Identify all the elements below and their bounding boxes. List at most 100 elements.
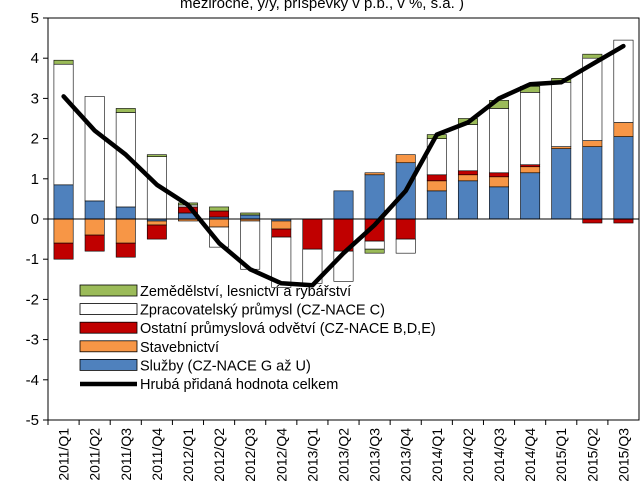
y-tick-label: -4: [26, 372, 39, 389]
bar-zpracovatelsk-13: [457, 124, 478, 172]
x-tick-label: 2015/Q1: [553, 428, 569, 482]
x-tick-label: 2015/Q3: [615, 428, 631, 482]
x-tick-label: 2014/Q1: [429, 428, 445, 482]
bar-sluby-0: [53, 184, 74, 220]
bar-ostatn-3: [146, 224, 167, 240]
bar-stavebnictv-7: [271, 220, 292, 230]
bar-stavebnictv-14: [489, 176, 509, 188]
bar-ostatn-2: [115, 242, 136, 258]
bar-stavebnictv-11: [395, 154, 416, 164]
x-tick-label: 2011/Q2: [87, 428, 103, 481]
bar-zemdlstv-5: [209, 206, 230, 212]
total-line-group: [61, 43, 626, 288]
bar-sluby-1: [84, 200, 105, 220]
legend-swatch-3: [79, 340, 138, 353]
bar-zpracovatelsk-11: [395, 238, 416, 254]
legend-label-4: Služby (CZ-NACE G až U): [140, 358, 311, 374]
bar-stavebnictv-2: [115, 218, 136, 244]
y-tick-label: 0: [31, 211, 39, 228]
legend-swatch-1: [79, 303, 138, 316]
x-tick-label: 2014/Q2: [460, 428, 476, 482]
y-axis: 5 4 3 2 1 0 -1 -2 -3 -4 -5: [26, 10, 48, 429]
legend-swatch-0: [79, 284, 138, 297]
legend-label-2: Ostatní průmyslová odvětví (CZ-NACE B,D,…: [140, 321, 436, 337]
x-tick-label: 2013/Q1: [304, 428, 320, 482]
bar-sluby-14: [489, 186, 509, 220]
bar-stavebnictv-18: [613, 122, 634, 137]
bar-zpracovatelsk-16: [551, 82, 572, 147]
bar-stavebnictv-13: [457, 174, 478, 182]
bar-zpracovatelsk-0: [53, 63, 74, 186]
y-tick-label: 2: [31, 131, 39, 148]
x-axis: 2011/Q1 2011/Q2 2011/Q3 2011/Q4 2012/Q1 2012/…: [47, 420, 631, 482]
bar-ostatn-15: [520, 164, 541, 168]
bar-sluby-18: [613, 136, 634, 220]
bar-stavebnictv-10: [364, 172, 385, 176]
x-tick-label: 2011/Q1: [56, 428, 72, 481]
legend: Zemědělství, lesnictví a rybářství Zpraco…: [79, 284, 436, 393]
bar-zemdlstv-3: [146, 154, 167, 157]
x-tick-label: 2012/Q4: [273, 428, 289, 482]
bar-ostatn-12: [426, 174, 447, 182]
bar-sluby-15: [520, 172, 541, 220]
bar-ostatn-1: [84, 234, 105, 252]
bar-zpracovatelsk-1: [84, 96, 105, 202]
legend-swatch-4: [79, 358, 138, 371]
bar-sluby-10: [364, 174, 385, 220]
bar-sluby-17: [582, 146, 603, 220]
bar-zpracovatelsk-10: [364, 240, 385, 250]
y-tick-label: -5: [26, 412, 39, 429]
y-tick-label: -1: [26, 251, 39, 268]
x-tick-label: 2015/Q2: [584, 428, 600, 482]
bar-ostatn-0: [53, 242, 74, 260]
bar-zemdlstv-6: [240, 212, 261, 216]
bar-sluby-6: [240, 214, 261, 220]
y-tick-label: 4: [31, 50, 39, 67]
bar-ostatn-18: [613, 218, 634, 224]
bar-zpracovatelsk-18: [613, 39, 634, 123]
bar-sluby-12: [426, 190, 447, 220]
legend-label-3: Stavebnictví: [140, 340, 219, 356]
x-tick-label: 2012/Q3: [242, 428, 258, 482]
bar-ostatn-7: [271, 228, 292, 238]
x-tick-label: 2013/Q3: [367, 428, 383, 482]
bar-ostatn-14: [489, 172, 509, 178]
x-tick-label: 2011/Q4: [149, 428, 165, 481]
bar-zpracovatelsk-15: [520, 92, 541, 166]
bar-zpracovatelsk-14: [489, 108, 509, 174]
y-tick-label: -2: [26, 291, 39, 308]
x-tick-label: 2014/Q3: [491, 428, 507, 482]
x-tick-label: 2014/Q4: [522, 428, 538, 482]
bar-stavebnictv-16: [551, 146, 572, 149]
bar-sluby-9: [333, 190, 354, 220]
bar-ostatn-17: [582, 218, 603, 224]
bar-stavebnictv-17: [582, 140, 603, 147]
x-tick-label: 2012/Q1: [180, 428, 196, 482]
x-tick-label: 2012/Q2: [211, 428, 227, 482]
bar-zpracovatelsk-5: [209, 226, 230, 248]
bar-zemdlstv-17: [582, 53, 603, 59]
y-tick-label: -3: [26, 332, 39, 349]
legend-swatch-2: [79, 321, 138, 334]
legend-label-1: Zpracovatelský průmysl (CZ-NACE C): [140, 303, 385, 319]
x-tick-label: 2013/Q2: [336, 428, 352, 482]
bar-ostatn-13: [457, 170, 478, 176]
bar-stavebnictv-12: [426, 180, 447, 192]
chart-title: meziročně, y/y, příspěvky v p.b., v %, s…: [180, 0, 464, 12]
bar-stavebnictv-3: [146, 220, 167, 226]
bar-zemdlstv-10: [364, 248, 385, 254]
bar-stavebnictv-5: [209, 218, 230, 228]
bar-ostatn-11: [395, 218, 416, 240]
bar-zemdlstv-0: [53, 59, 74, 65]
bar-sluby-16: [551, 148, 572, 220]
bar-stavebnictv-0: [53, 218, 74, 244]
total-value-line: [61, 43, 626, 288]
y-tick-label: 5: [31, 10, 39, 27]
x-tick-label: 2011/Q3: [118, 428, 134, 481]
y-tick-label: 1: [31, 171, 39, 188]
bar-ostatn-5: [209, 210, 230, 218]
bars-group: [53, 39, 634, 288]
bar-stavebnictv-15: [520, 166, 541, 174]
